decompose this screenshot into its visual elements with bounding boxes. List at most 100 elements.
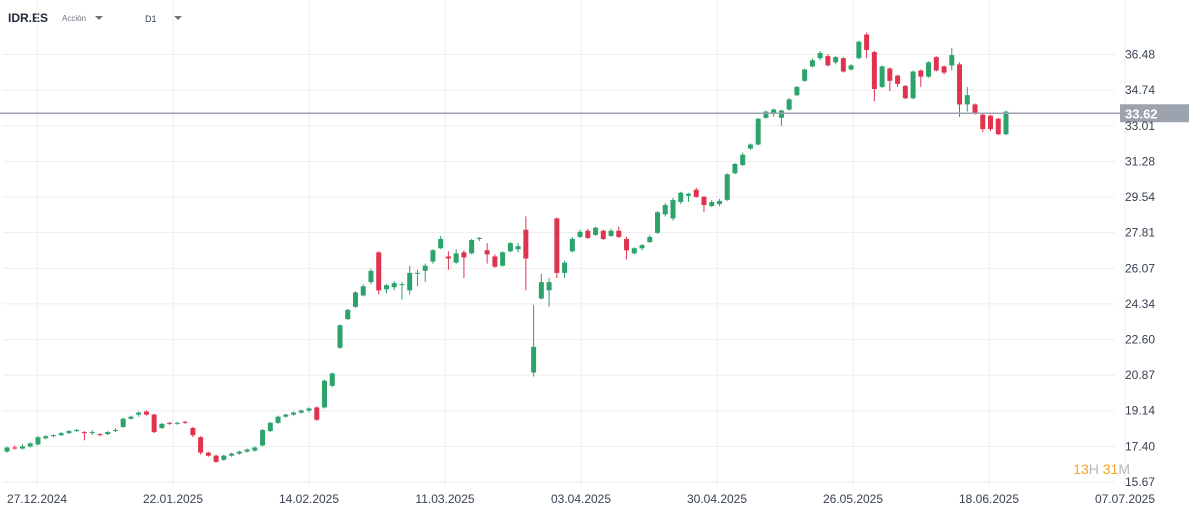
candle[interactable] xyxy=(391,281,397,291)
candle[interactable] xyxy=(631,247,637,255)
candle[interactable] xyxy=(546,278,552,307)
candle[interactable] xyxy=(515,243,521,253)
candle[interactable] xyxy=(213,454,219,463)
candle[interactable] xyxy=(337,324,343,349)
candle[interactable] xyxy=(856,40,862,60)
candle[interactable] xyxy=(701,195,707,213)
candle[interactable] xyxy=(670,197,676,221)
candle[interactable] xyxy=(833,56,839,65)
candle[interactable] xyxy=(949,47,955,71)
candle[interactable] xyxy=(19,444,25,450)
candle[interactable] xyxy=(89,430,95,436)
price-axis[interactable]: 36.48 34.74 33.01 31.28 29.54 27.81 26.07 24.34… xyxy=(1125,48,1155,490)
candle[interactable] xyxy=(964,86,970,112)
candle[interactable] xyxy=(453,249,459,264)
candle[interactable] xyxy=(174,421,180,425)
candle[interactable] xyxy=(492,254,498,268)
candle[interactable] xyxy=(1003,110,1009,136)
candle[interactable] xyxy=(12,445,18,450)
candle[interactable] xyxy=(531,304,537,377)
candle[interactable] xyxy=(500,251,506,267)
candle[interactable] xyxy=(802,68,808,82)
candle[interactable] xyxy=(709,199,715,208)
candle[interactable] xyxy=(678,191,684,205)
candle[interactable] xyxy=(747,143,753,150)
candle[interactable] xyxy=(685,192,691,202)
candle[interactable] xyxy=(624,236,630,260)
candle[interactable] xyxy=(608,228,614,237)
candle[interactable] xyxy=(918,69,924,87)
timeframe-dropdown-icon[interactable] xyxy=(174,16,182,20)
candle[interactable] xyxy=(724,173,730,201)
candle[interactable] xyxy=(577,229,583,238)
candle[interactable] xyxy=(182,420,188,424)
candle[interactable] xyxy=(4,446,10,453)
candle[interactable] xyxy=(190,426,196,438)
candle[interactable] xyxy=(43,435,49,440)
candle[interactable] xyxy=(523,216,529,291)
candle[interactable] xyxy=(716,198,722,207)
candle[interactable] xyxy=(554,217,560,279)
candle[interactable] xyxy=(58,432,64,437)
candle[interactable] xyxy=(120,417,126,428)
candle[interactable] xyxy=(50,434,56,438)
candle[interactable] xyxy=(840,57,846,73)
candle[interactable] xyxy=(926,61,932,78)
candle[interactable] xyxy=(322,379,328,409)
candle[interactable] xyxy=(825,54,831,67)
candle[interactable] xyxy=(252,446,258,452)
candle[interactable] xyxy=(74,428,80,433)
candle[interactable] xyxy=(445,251,451,270)
candle[interactable] xyxy=(376,251,382,295)
candle[interactable] xyxy=(260,428,266,447)
candle[interactable] xyxy=(229,452,235,457)
candle[interactable] xyxy=(368,268,374,285)
candle[interactable] xyxy=(329,372,335,387)
candle[interactable] xyxy=(469,238,475,255)
candle[interactable] xyxy=(66,430,72,435)
candle[interactable] xyxy=(941,65,947,75)
candle[interactable] xyxy=(407,265,413,295)
candle[interactable] xyxy=(980,113,986,133)
candle[interactable] xyxy=(786,98,792,111)
candle[interactable] xyxy=(128,415,134,420)
candle[interactable] xyxy=(383,284,389,294)
candle[interactable] xyxy=(794,85,800,97)
candle[interactable] xyxy=(167,421,173,425)
candle[interactable] xyxy=(864,32,870,59)
candle[interactable] xyxy=(879,65,885,88)
candle[interactable] xyxy=(461,250,467,279)
candle[interactable] xyxy=(35,436,41,446)
candle[interactable] xyxy=(112,427,118,433)
candle[interactable] xyxy=(763,110,769,119)
candle[interactable] xyxy=(414,269,420,287)
candle[interactable] xyxy=(484,243,490,264)
candle[interactable] xyxy=(136,411,142,417)
candle[interactable] xyxy=(732,162,738,175)
symbol-dropdown-icon[interactable] xyxy=(95,16,103,20)
candle[interactable] xyxy=(988,114,994,132)
candle[interactable] xyxy=(902,84,908,100)
candle[interactable] xyxy=(306,407,312,413)
candle[interactable] xyxy=(600,229,606,241)
candle[interactable] xyxy=(244,448,250,453)
candle[interactable] xyxy=(910,70,916,100)
time-axis[interactable]: 27.12.2024 22.01.2025 14.02.2025 11.03.2025… xyxy=(7,492,1155,506)
candle[interactable] xyxy=(647,234,653,244)
candle[interactable] xyxy=(593,226,599,236)
candle[interactable] xyxy=(809,58,815,68)
candle[interactable] xyxy=(817,51,823,61)
candle[interactable] xyxy=(430,249,436,264)
timeframe-selector[interactable]: D1 xyxy=(145,14,157,24)
candle[interactable] xyxy=(27,442,33,448)
candle[interactable] xyxy=(291,411,297,416)
candle[interactable] xyxy=(995,117,1001,136)
candle[interactable] xyxy=(314,406,320,421)
candle[interactable] xyxy=(81,431,87,441)
candle[interactable] xyxy=(399,282,405,300)
candle[interactable] xyxy=(871,51,877,102)
candle[interactable] xyxy=(438,235,444,250)
candle[interactable] xyxy=(159,422,165,429)
candle[interactable] xyxy=(151,413,157,434)
